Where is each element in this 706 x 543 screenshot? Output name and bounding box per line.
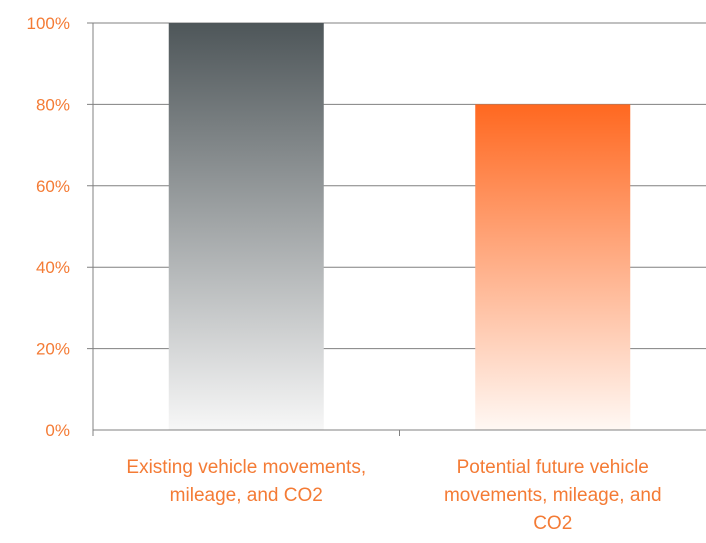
bars [168,23,631,431]
category-label-line: mileage, and CO2 [170,485,323,506]
bar [475,104,631,431]
y-tick-labels: 0% 20% 40% 60% 80% 100% [27,14,70,440]
category-label-line: CO2 [533,513,572,534]
category-label: Potential future vehicle movements, milea… [444,457,662,534]
category-label: Existing vehicle movements, mileage, and … [126,457,366,506]
y-tick-label: 0% [45,421,70,440]
category-label-line: Potential future vehicle [457,457,649,478]
axes [92,23,706,436]
category-label-line: Existing vehicle movements, [126,457,366,478]
y-tick-label: 80% [36,95,70,114]
y-tick-label: 40% [36,258,70,277]
bar [168,23,324,430]
y-tick-label: 20% [36,340,70,359]
category-labels: Existing vehicle movements, mileage, and … [126,457,661,534]
y-tick-label: 100% [27,14,70,33]
category-label-line: movements, mileage, and [444,485,662,506]
y-tick-label: 60% [36,177,70,196]
